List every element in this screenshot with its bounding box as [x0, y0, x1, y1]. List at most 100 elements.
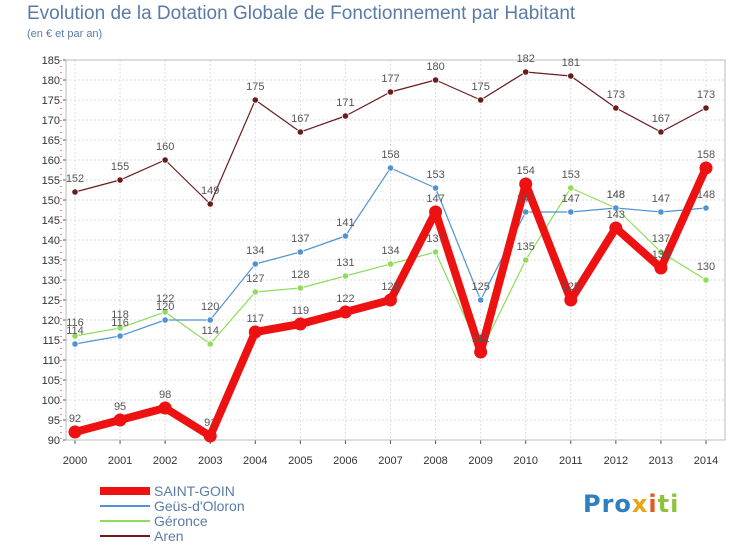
data-label: 116 — [66, 317, 84, 329]
data-label: 134 — [246, 245, 264, 257]
data-label: 147 — [562, 193, 580, 205]
x-tick-label: 2012 — [604, 455, 628, 467]
data-label: 112 — [472, 333, 490, 345]
data-point — [657, 208, 665, 216]
y-tick-label: 140 — [42, 235, 60, 247]
data-point — [702, 204, 710, 212]
data-label: 137 — [652, 233, 670, 245]
data-label: 175 — [246, 81, 264, 93]
y-tick-label: 135 — [42, 255, 60, 267]
data-label: 147 — [426, 193, 444, 205]
data-label: 148 — [607, 189, 625, 201]
data-label: 114 — [201, 325, 219, 337]
data-label: 158 — [381, 149, 399, 161]
data-label: 181 — [562, 57, 580, 69]
x-tick-label: 2004 — [243, 455, 267, 467]
data-point — [567, 184, 575, 192]
data-label: 177 — [381, 73, 399, 85]
y-tick-label: 170 — [42, 115, 60, 127]
x-tick-label: 2008 — [423, 455, 447, 467]
logo-part: Pro — [583, 490, 632, 518]
data-point — [522, 256, 530, 264]
y-tick-label: 160 — [42, 155, 60, 167]
y-tick-label: 100 — [42, 395, 60, 407]
y-tick-label: 150 — [42, 195, 60, 207]
data-point — [477, 296, 485, 304]
data-label: 153 — [426, 169, 444, 181]
y-tick-label: 120 — [42, 315, 60, 327]
data-point — [293, 317, 307, 331]
data-point — [158, 401, 172, 415]
data-label: 95 — [114, 401, 126, 413]
legend-label: Géronce — [154, 513, 208, 529]
data-point — [384, 293, 397, 307]
data-label: 91 — [204, 417, 216, 429]
data-point — [341, 112, 350, 120]
data-label: 98 — [159, 389, 171, 401]
data-point — [522, 68, 530, 76]
data-point — [71, 340, 79, 348]
logo-part: i — [648, 490, 658, 518]
legend-swatch — [100, 505, 150, 507]
y-tick-label: 105 — [42, 375, 60, 387]
data-point — [161, 308, 169, 316]
data-label: 128 — [291, 269, 309, 281]
data-point — [116, 176, 124, 184]
data-point — [567, 72, 575, 80]
chart-subtitle: (en € et par an) — [27, 28, 103, 40]
data-point — [251, 260, 259, 268]
data-point — [699, 161, 713, 175]
data-label: 122 — [336, 293, 354, 305]
data-label: 118 — [111, 309, 129, 321]
data-point — [251, 288, 259, 296]
plot-area — [66, 60, 725, 440]
y-tick-label: 110 — [42, 355, 60, 367]
y-tick-label: 155 — [42, 175, 60, 187]
data-label: 173 — [697, 89, 715, 101]
data-label: 127 — [246, 273, 264, 285]
data-point — [68, 425, 82, 439]
data-label: 135 — [517, 241, 535, 253]
data-label: 114 — [66, 325, 84, 337]
data-label: 148 — [607, 189, 625, 201]
data-label: 171 — [336, 97, 354, 109]
data-label: 112 — [472, 333, 490, 345]
data-label: 152 — [66, 173, 84, 185]
legend-swatch — [100, 487, 150, 495]
data-point — [612, 104, 620, 112]
x-tick-label: 2003 — [198, 455, 222, 467]
proxiti-logo: Proxiti — [583, 490, 679, 518]
data-label: 131 — [336, 257, 354, 269]
data-label: 175 — [471, 81, 489, 93]
data-point — [429, 205, 443, 219]
data-label: 160 — [156, 141, 174, 153]
data-label: 143 — [607, 209, 625, 221]
data-label: 141 — [336, 217, 354, 229]
data-label: 125 — [381, 281, 399, 293]
data-label: 134 — [381, 245, 399, 257]
data-point — [431, 76, 440, 84]
x-tick-label: 2010 — [513, 455, 537, 467]
data-point — [564, 293, 578, 307]
data-label: 125 — [471, 281, 489, 293]
data-label: 137 — [426, 233, 444, 245]
data-point — [567, 208, 575, 216]
data-point — [341, 272, 350, 280]
y-tick-label: 185 — [42, 55, 60, 67]
data-point — [206, 200, 214, 208]
data-label: 154 — [517, 165, 535, 177]
data-point — [654, 261, 668, 275]
data-label: 153 — [562, 169, 580, 181]
data-point — [296, 248, 304, 256]
x-tick-label: 2005 — [288, 455, 312, 467]
data-point — [522, 208, 530, 216]
data-label: 148 — [697, 189, 715, 201]
data-label: 125 — [562, 281, 580, 293]
y-tick-label: 115 — [42, 335, 60, 347]
data-point — [477, 96, 485, 104]
x-tick-label: 2002 — [153, 455, 177, 467]
data-point — [296, 284, 304, 292]
data-label: 158 — [697, 149, 715, 161]
y-tick-label: 95 — [48, 415, 60, 427]
